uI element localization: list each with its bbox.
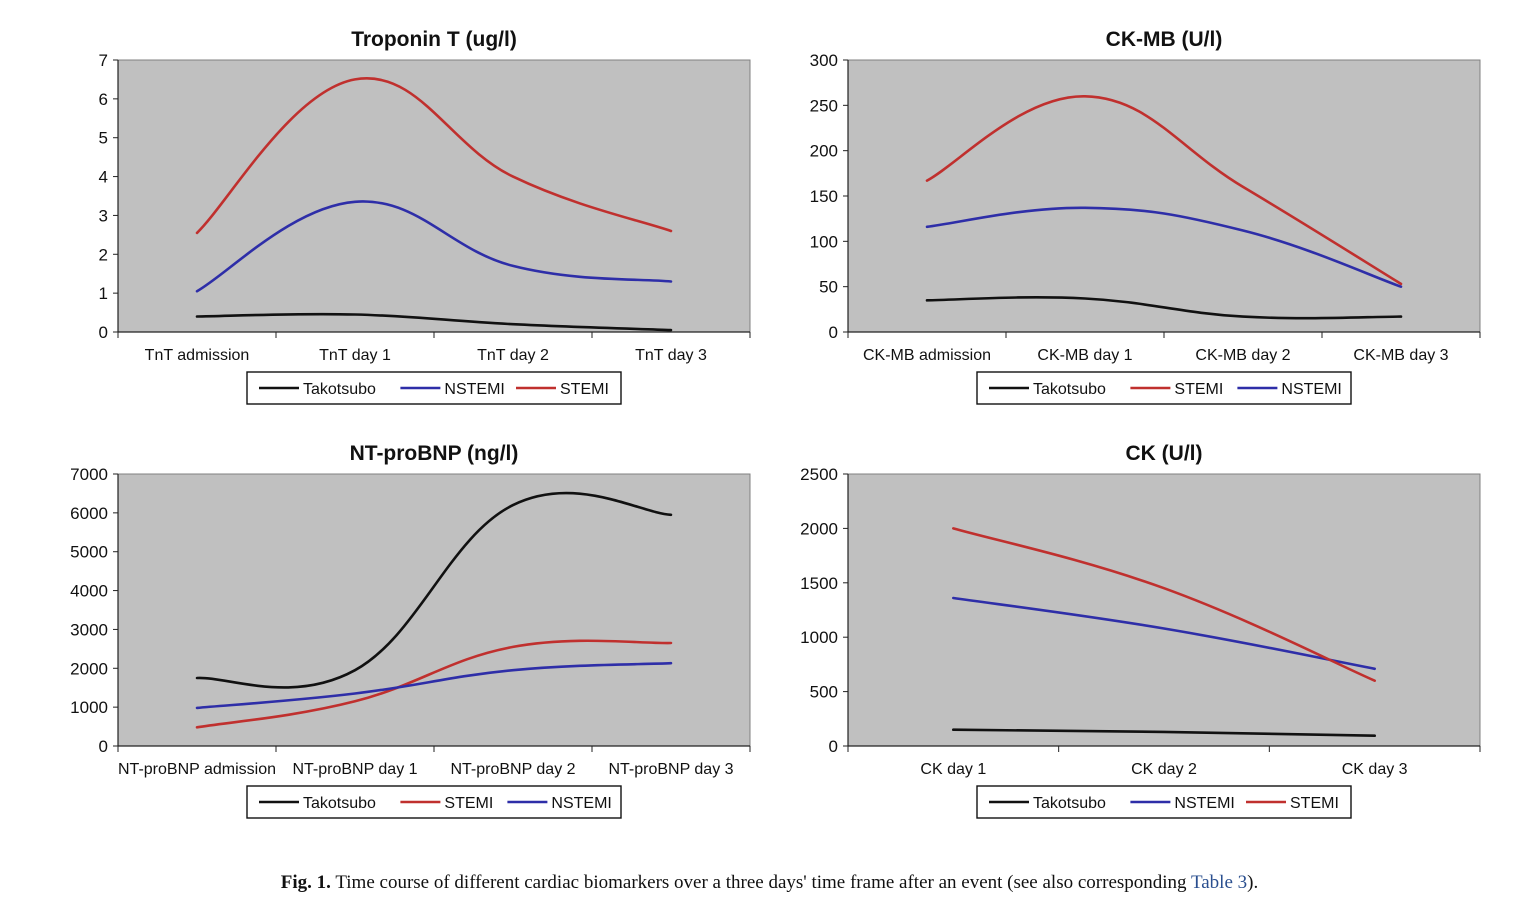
plot-area [117, 59, 751, 333]
x-tick-label: TnT admission [145, 347, 250, 364]
y-tick-label: 1000 [800, 628, 838, 647]
y-tick-label: 0 [99, 323, 108, 342]
y-tick-label: 1 [99, 284, 108, 303]
y-tick-label: 2500 [800, 465, 838, 484]
chart-svg: NT-proBNP (ng/l) 0 1000 2000 3000 4000 5000 600… [70, 442, 751, 819]
y-tick-label: 50 [819, 278, 838, 297]
legend-label-takotsubo: Takotsubo [1033, 795, 1106, 812]
y-tick-label: 1500 [800, 574, 838, 593]
y-tick-label: 7000 [70, 465, 108, 484]
y-tick-label: 6 [99, 90, 108, 109]
series-line-stemi [195, 639, 673, 729]
legend-label-nstemi: NSTEMI [444, 381, 504, 398]
x-tick-label: CK-MB day 3 [1353, 347, 1448, 364]
y-tick-label: 150 [810, 187, 838, 206]
x-tick-label: TnT day 2 [477, 347, 549, 364]
x-tick-label: CK-MB day 2 [1195, 347, 1290, 364]
series-line-nstemi [195, 661, 673, 710]
y-tick-label: 100 [810, 232, 838, 251]
series-line-stemi [925, 94, 1403, 286]
series-line-stemi [195, 77, 673, 235]
y-tick-label: 300 [810, 51, 838, 70]
legend-label-stemi: STEMI [1290, 795, 1339, 812]
y-tick-label: 3000 [70, 620, 108, 639]
legend-label-stemi: STEMI [444, 795, 493, 812]
chart-svg: CK-MB (U/l) 0 50 100 150 200 250 300 CK-MB admis… [810, 28, 1481, 405]
x-tick-label: NT-proBNP day 1 [292, 761, 417, 778]
figure-caption: Fig. 1. Time course of different cardiac… [0, 872, 1539, 894]
legend-label-nstemi: NSTEMI [1174, 795, 1234, 812]
legend-label-nstemi: NSTEMI [551, 795, 611, 812]
chart-title: NT-proBNP (ng/l) [350, 442, 519, 465]
chart-svg: CK (U/l) 0 500 1000 1500 2000 2500 CK day 1 CK d… [800, 442, 1481, 819]
x-tick-label: NT-proBNP day 3 [608, 761, 733, 778]
y-tick-label: 1000 [70, 698, 108, 717]
ck-mb-chart: CK-MB (U/l) 0 50 100 150 200 250 300 CK-MB admis… [770, 18, 1490, 418]
figure-caption-end: ). [1247, 872, 1259, 893]
ck-chart: CK (U/l) 0 500 1000 1500 2000 2500 CK day 1 CK d… [770, 432, 1490, 832]
y-tick-label: 6000 [70, 504, 108, 523]
series-line-takotsubo [952, 728, 1376, 737]
y-tick-label: 2000 [70, 659, 108, 678]
plot-area [117, 473, 751, 747]
y-tick-label: 0 [99, 737, 108, 756]
series-line-takotsubo [195, 491, 673, 689]
chart-svg: Troponin T (ug/l) 0 1 2 3 4 5 6 7 TnT admission Tn… [99, 28, 751, 405]
chart-title: CK (U/l) [1126, 442, 1203, 465]
y-tick-label: 5000 [70, 543, 108, 562]
series-line-takotsubo [925, 296, 1403, 320]
figure-caption-text: Time course of different cardiac biomark… [330, 872, 1191, 893]
y-tick-label: 500 [810, 683, 838, 702]
y-tick-label: 4 [99, 168, 108, 187]
x-tick-label: NT-proBNP day 2 [450, 761, 575, 778]
legend-label-stemi: STEMI [1174, 381, 1223, 398]
y-tick-label: 0 [829, 737, 838, 756]
y-tick-label: 2000 [800, 519, 838, 538]
y-tick-label: 5 [99, 129, 108, 148]
x-tick-label: NT-proBNP admission [118, 761, 276, 778]
x-tick-label: TnT day 1 [319, 347, 391, 364]
series-line-nstemi [195, 200, 673, 293]
y-tick-label: 200 [810, 142, 838, 161]
y-tick-label: 2 [99, 245, 108, 264]
legend-label-nstemi: NSTEMI [1281, 381, 1341, 398]
figure-caption-label: Fig. 1. [280, 872, 331, 893]
y-tick-label: 0 [829, 323, 838, 342]
x-tick-label: CK day 1 [920, 761, 986, 778]
series-line-nstemi [925, 206, 1403, 288]
nt-probnp-chart: NT-proBNP (ng/l) 0 1000 2000 3000 4000 5000 600… [40, 432, 760, 832]
plot-area [847, 473, 1481, 747]
chart-title: CK-MB (U/l) [1106, 28, 1223, 51]
x-tick-label: TnT day 3 [635, 347, 707, 364]
x-tick-label: CK day 2 [1131, 761, 1197, 778]
y-tick-label: 250 [810, 96, 838, 115]
series-line-nstemi [952, 596, 1376, 671]
series-line-takotsubo [195, 312, 673, 332]
chart-title: Troponin T (ug/l) [351, 28, 517, 51]
y-tick-label: 4000 [70, 582, 108, 601]
x-tick-label: CK-MB admission [863, 347, 991, 364]
series-line-stemi [952, 527, 1376, 682]
legend-label-stemi: STEMI [560, 381, 609, 398]
legend-label-takotsubo: Takotsubo [303, 381, 376, 398]
x-tick-label: CK-MB day 1 [1037, 347, 1132, 364]
y-tick-label: 3 [99, 206, 108, 225]
legend-label-takotsubo: Takotsubo [303, 795, 376, 812]
y-tick-label: 7 [99, 51, 108, 70]
x-tick-label: CK day 3 [1342, 761, 1408, 778]
plot-area [847, 59, 1481, 333]
troponin-t-chart: Troponin T (ug/l) 0 1 2 3 4 5 6 7 TnT admission Tn… [40, 18, 760, 418]
table-3-link[interactable]: Table 3 [1190, 872, 1248, 893]
legend-label-takotsubo: Takotsubo [1033, 381, 1106, 398]
